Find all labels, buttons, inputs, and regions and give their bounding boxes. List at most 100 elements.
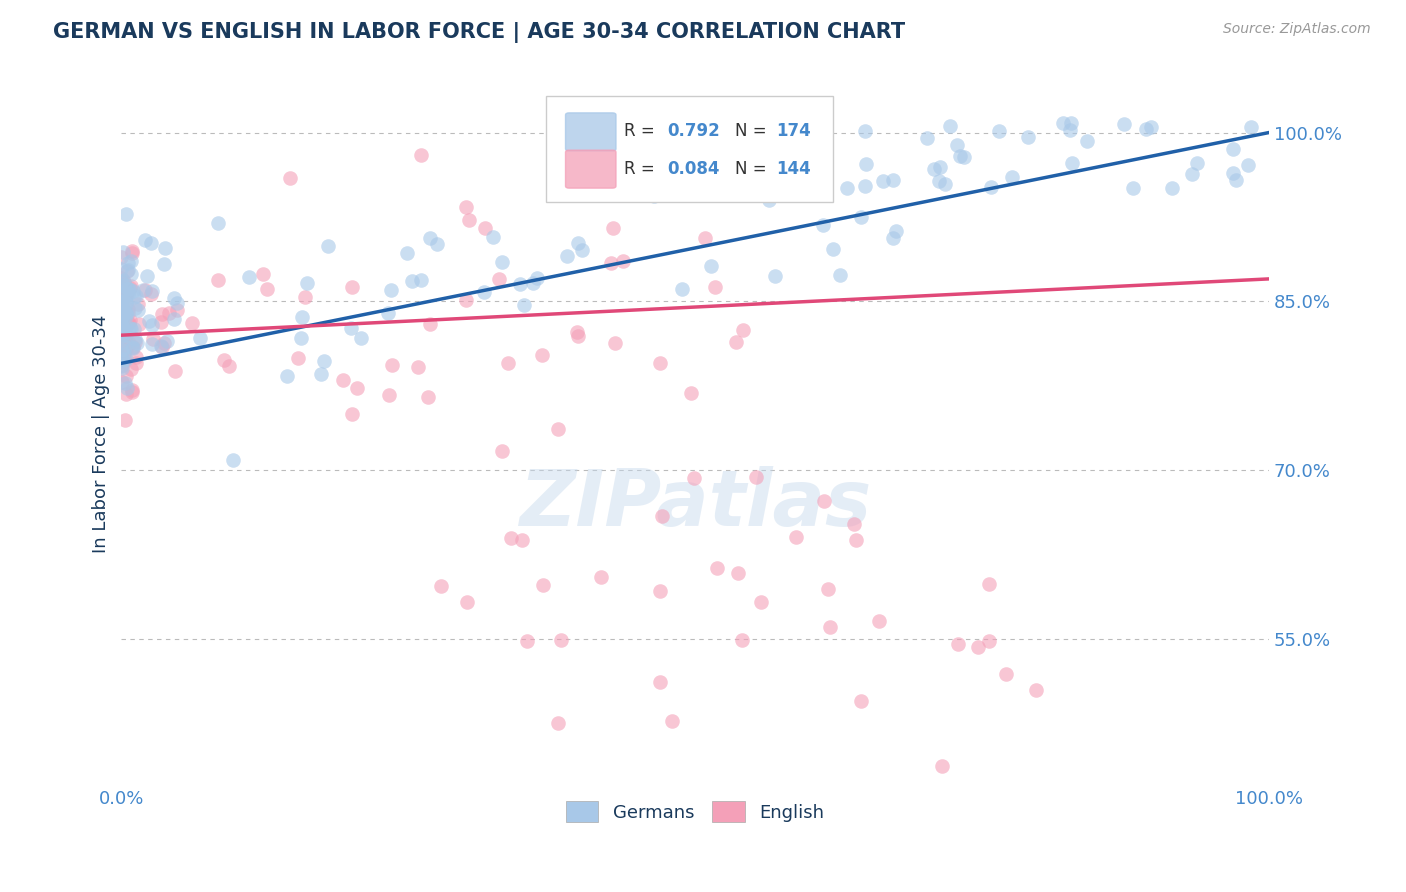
Point [426,236,449,251]
Point [122,341,145,355]
Point [112,347,135,361]
Point [813,493,835,508]
Point [682,471,704,485]
Point [112,321,135,335]
Point [127,303,149,318]
Point [141,337,163,351]
Point [1122,181,1144,195]
Point [120,362,142,376]
Point [115,381,138,395]
Point [967,640,990,655]
Point [111,319,134,334]
Point [340,321,363,335]
Point [772,160,794,174]
Point [409,273,432,287]
Point [111,361,134,376]
Point [111,244,134,259]
Point [112,282,135,296]
Point [851,211,873,225]
Point [416,390,439,404]
Point [110,359,132,373]
Point [688,120,710,134]
Point [287,351,309,366]
Point [252,267,274,281]
Point [419,231,441,245]
Point [853,123,876,137]
Point [141,235,163,250]
Point [111,328,134,343]
Point [1076,135,1098,149]
Point [111,326,134,340]
Point [589,570,612,584]
Point [796,163,818,178]
Point [114,328,136,343]
Point [724,334,747,349]
Point [1237,158,1260,172]
Point [149,339,172,353]
Point [512,298,534,312]
Point [312,354,335,368]
Point [110,359,132,374]
Point [110,275,132,289]
Point [844,517,866,532]
Point [706,561,728,575]
Point [474,221,496,235]
Point [294,290,316,304]
Point [491,443,513,458]
Point [915,131,938,145]
Point [332,373,354,387]
Point [1017,129,1039,144]
Point [117,340,139,354]
Point [1135,121,1157,136]
Point [122,340,145,354]
Point [118,282,141,296]
Point [290,310,312,325]
Point [112,320,135,334]
Point [679,385,702,400]
Point [115,282,138,296]
Point [214,352,236,367]
Point [849,694,872,708]
Point [650,356,672,370]
Point [117,263,139,277]
Point [340,279,363,293]
Point [111,354,134,368]
Point [112,293,135,308]
Point [121,384,143,398]
Point [830,268,852,282]
Point [111,329,134,343]
Point [114,288,136,302]
Point [949,149,972,163]
Point [855,179,877,194]
Point [110,284,132,298]
Point [290,331,312,345]
Point [121,246,143,260]
Point [682,156,704,170]
Point [1052,115,1074,129]
Point [111,313,134,327]
Point [731,323,754,337]
Point [181,316,204,330]
Point [112,273,135,287]
Point [946,637,969,651]
Text: N =: N = [735,161,772,178]
Point [278,170,301,185]
Point [430,579,453,593]
Point [111,295,134,310]
Point [378,388,401,402]
Point [149,314,172,328]
Point [141,284,163,298]
Point [111,289,134,303]
Point [115,310,138,324]
Point [141,318,163,332]
Point [988,123,1011,137]
Point [456,594,478,608]
Text: ZIPatlas: ZIPatlas [519,466,872,542]
Point [1240,120,1263,135]
Point [115,306,138,320]
Point [156,334,179,349]
Point [395,246,418,260]
Point [693,230,716,244]
Point [946,137,969,152]
Point [115,296,138,310]
